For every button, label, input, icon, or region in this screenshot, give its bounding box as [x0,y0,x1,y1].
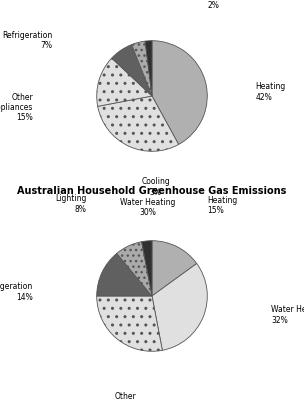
Wedge shape [152,264,207,350]
Wedge shape [97,58,152,106]
Text: Refrigeration
14%: Refrigeration 14% [0,282,33,302]
Text: Other
appliances
15%: Other appliances 15% [0,93,33,122]
Wedge shape [98,96,179,151]
Wedge shape [112,44,152,96]
Wedge shape [97,296,162,351]
Wedge shape [132,41,152,96]
Text: Water Heating
32%: Water Heating 32% [271,306,304,325]
Wedge shape [152,241,197,296]
Text: Refrigeration
7%: Refrigeration 7% [2,31,52,50]
Text: Heating
42%: Heating 42% [256,82,286,102]
Wedge shape [142,241,152,296]
Text: Heating
15%: Heating 15% [207,196,237,215]
Text: Other
appliances
28%: Other appliances 28% [105,392,146,400]
Text: Water Heating
30%: Water Heating 30% [120,198,176,217]
Wedge shape [97,253,152,296]
Text: Cooling
2%: Cooling 2% [207,0,236,10]
Title: Australian Household Greenhouse Gas Emissions: Australian Household Greenhouse Gas Emis… [17,186,287,196]
Text: Cooling
3%: Cooling 3% [141,177,170,197]
Text: Lighting
8%: Lighting 8% [55,194,87,214]
Wedge shape [117,242,152,296]
Wedge shape [152,41,207,144]
Wedge shape [145,41,152,96]
